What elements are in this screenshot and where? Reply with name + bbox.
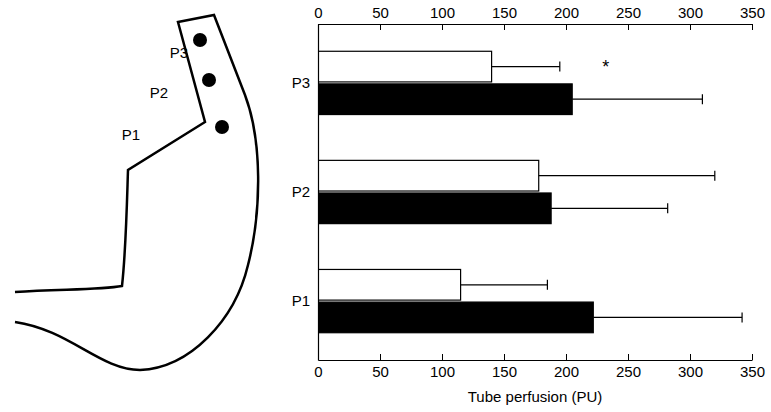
tick-mark	[504, 354, 505, 360]
probe-label: P2	[150, 84, 168, 101]
tick-label: 150	[492, 363, 517, 380]
axis-line	[318, 25, 319, 361]
error-line	[539, 175, 715, 176]
tick: 350	[740, 354, 765, 380]
tick-mark	[752, 24, 753, 30]
error-line	[492, 66, 560, 67]
error-line	[593, 317, 742, 318]
tick: P3	[292, 74, 318, 91]
tick-mark	[380, 354, 381, 360]
tick: 150	[492, 4, 517, 30]
tick: 250	[616, 4, 641, 30]
tick-label: 350	[740, 363, 765, 380]
tick: 50	[372, 4, 389, 30]
error-bar	[539, 171, 715, 181]
axis-line	[319, 24, 753, 25]
bar	[318, 84, 572, 115]
axis-line	[319, 360, 753, 361]
tick-mark	[690, 24, 691, 30]
tick-label: 50	[372, 4, 389, 21]
error-bar	[461, 280, 548, 290]
tick: 350	[740, 4, 765, 30]
tick-mark	[442, 354, 443, 360]
tick-mark	[566, 354, 567, 360]
tick: 100	[430, 4, 455, 30]
tick: 300	[678, 4, 703, 30]
tick-label: 200	[554, 4, 579, 21]
probe-dot	[193, 33, 207, 47]
bar	[318, 193, 551, 224]
tick: 200	[554, 4, 579, 30]
category-label: P3	[292, 74, 310, 91]
tick: 50	[372, 354, 389, 380]
tick-label: 100	[430, 363, 455, 380]
bar	[318, 160, 539, 191]
tick-mark	[628, 354, 629, 360]
error-cap	[547, 280, 548, 290]
x-axis-bottom: 0 50 100 150 200 250 300 350	[314, 354, 765, 380]
tick-mark	[566, 24, 567, 30]
tick-label: 300	[678, 363, 703, 380]
error-bar	[593, 312, 742, 322]
tick: P1	[292, 292, 318, 309]
tick-label: 250	[616, 363, 641, 380]
tick: 150	[492, 354, 517, 380]
tick-mark	[380, 24, 381, 30]
error-cap	[702, 94, 703, 104]
tick: 100	[430, 354, 455, 380]
error-bar	[551, 203, 668, 213]
tick-label: 100	[430, 4, 455, 21]
tick-mark	[628, 24, 629, 30]
error-bar	[572, 94, 702, 104]
bar	[318, 51, 492, 82]
tick-label: 300	[678, 4, 703, 21]
x-axis-top: 0 50 100 150 200 250 300 350	[314, 4, 765, 30]
chart: P1 P2 P3 0 50 100 150 200 250 300 350 0 50 100 150 200 2…	[0, 0, 771, 412]
tick-label: 150	[492, 4, 517, 21]
probe-dot	[202, 73, 216, 87]
tick: 250	[616, 354, 641, 380]
tick-label: 350	[740, 4, 765, 21]
y-axis: P1 P2 P3	[292, 25, 319, 361]
tick-mark	[690, 354, 691, 360]
error-cap	[667, 203, 668, 213]
schematic: P1 P2 P3	[15, 15, 258, 370]
tick-label: 250	[616, 4, 641, 21]
probe-label: P3	[170, 44, 188, 61]
error-line	[461, 284, 548, 285]
tick: 300	[678, 354, 703, 380]
error-cap	[714, 171, 715, 181]
stomach-outline	[15, 15, 258, 370]
tick: P2	[292, 183, 318, 200]
error-cap	[741, 312, 742, 322]
probe-dot	[215, 120, 229, 134]
tick-mark	[442, 24, 443, 30]
error-cap	[559, 62, 560, 72]
tick-label: 0	[314, 363, 322, 380]
plot-marks	[318, 51, 742, 332]
error-line	[551, 208, 668, 209]
tick-label: 200	[554, 363, 579, 380]
tick-label: 0	[314, 4, 322, 21]
category-label: P2	[292, 183, 310, 200]
bar	[318, 269, 461, 300]
error-bar	[492, 62, 560, 72]
annotation: *	[602, 57, 609, 77]
tick-mark	[752, 354, 753, 360]
tick-mark	[504, 24, 505, 30]
error-line	[572, 99, 702, 100]
probe-label: P1	[122, 126, 140, 143]
tick-label: 50	[372, 363, 389, 380]
category-label: P1	[292, 292, 310, 309]
x-axis-title: Tube perfusion (PU)	[468, 388, 603, 405]
bar	[318, 302, 593, 333]
tick: 200	[554, 354, 579, 380]
